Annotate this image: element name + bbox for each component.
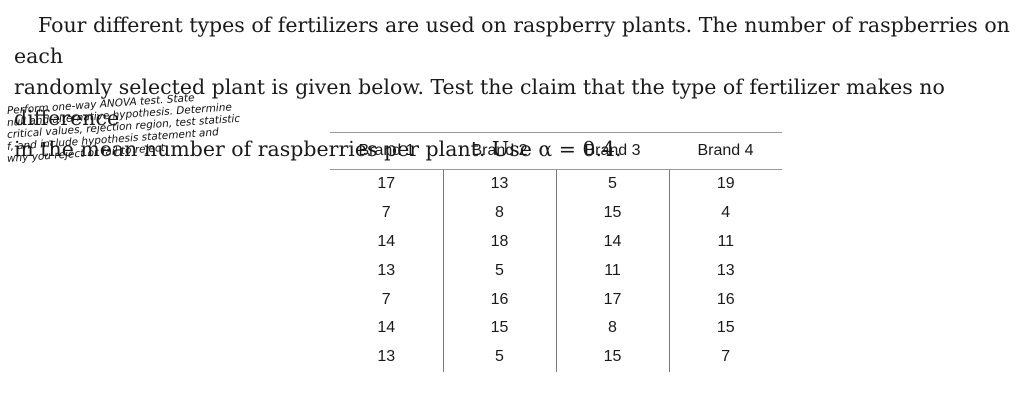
table-cell: 15 [555,342,669,372]
table-cell: 15 [442,313,556,343]
table-cell: 5 [442,256,556,286]
problem-line-1: Four different types of fertilizers are … [14,13,1010,68]
table-cell: 13 [377,261,396,279]
table-cell: 11 [555,256,669,286]
problem-line-2: randomly selected plant is given below. … [14,75,945,130]
table-cell: 17 [377,175,396,193]
table-cell: 16 [442,285,556,314]
table-cell: 19 [668,169,782,199]
table-header-row: Brand 1 Brand 2 Brand 3 Brand 4 [330,132,782,170]
header-brand-4: Brand 4 [669,132,782,170]
table-cell: 16 [668,285,782,314]
table-cell: 7 [668,342,782,372]
table-cell: 13 [668,256,782,286]
header-brand-2: Brand 2 [443,132,556,170]
header-brand-3: Brand 3 [556,132,669,170]
table-cell: 5 [442,342,556,372]
handwritten-note: Perform one-way ANOVA test. State null a… [7,92,307,165]
table-row: 7 16 17 16 [330,285,782,314]
table-row: 14 18 14 11 [330,227,782,257]
table-row: 13 5 15 7 [330,342,782,372]
table-cell: 8 [555,313,669,343]
table-cell: 5 [555,169,669,199]
table-cell: 14 [377,319,396,337]
table-cell: 13 [377,348,396,366]
table-cell: 13 [442,169,556,199]
table-row: 13 5 11 13 [330,256,782,286]
raspberry-data-table: Brand 1 Brand 2 Brand 3 Brand 4 17 13 5 … [330,132,782,372]
table-cell: 17 [555,285,669,314]
table-cell: 7 [381,204,391,222]
table-row: 7 8 15 4 [330,198,782,228]
table-row: 14 15 8 15 [330,313,782,343]
table-cell: 7 [381,290,391,308]
table-cell: 11 [668,227,782,257]
table-cell: 8 [442,198,556,228]
table-cell: 15 [555,198,669,228]
table-cell: 18 [442,227,556,257]
table-cell: 14 [377,232,396,250]
header-brand-1: Brand 1 [330,132,443,170]
table-cell: 4 [668,198,782,228]
table-cell: 15 [668,313,782,343]
table-row: 17 13 5 19 [330,169,782,199]
problem-statement: Four different types of fertilizers are … [14,10,1014,165]
table-cell: 14 [555,227,669,257]
